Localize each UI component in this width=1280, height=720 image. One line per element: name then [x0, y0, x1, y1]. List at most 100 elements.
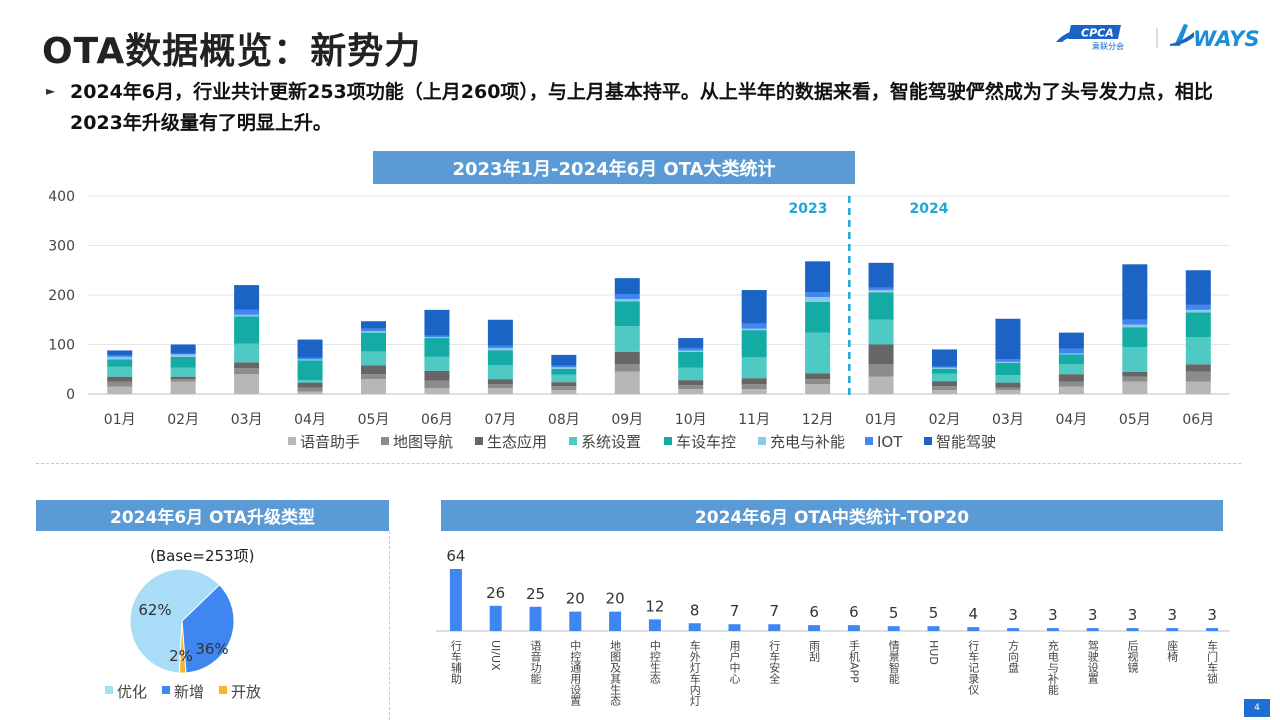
bar-segment [234, 314, 260, 317]
x-tick-label: 04月 [1055, 412, 1087, 428]
bar-segment [614, 278, 640, 295]
bar-segment [170, 379, 196, 382]
bar-segment [805, 384, 831, 394]
bar-segment [741, 328, 767, 331]
bar-segment [487, 345, 513, 348]
bar-segment [1058, 374, 1084, 382]
top20-bar [768, 624, 781, 631]
top20-value-label: 7 [730, 602, 740, 620]
bar-segment [170, 344, 196, 354]
top20-category-label: 行车辅助 [449, 640, 462, 685]
bar-segment [1058, 381, 1084, 387]
bar-segment [170, 354, 196, 357]
bar-segment [107, 386, 133, 394]
bar-segment [424, 370, 450, 381]
bar-segment [297, 387, 323, 392]
bar-segment [1122, 264, 1148, 320]
bar-segment [551, 367, 577, 369]
bar-segment [805, 373, 831, 380]
bar-segment [361, 379, 386, 394]
top20-bar [967, 627, 980, 631]
x-tick-label: 01月 [104, 412, 136, 428]
section-divider [36, 463, 1241, 464]
bar-segment [107, 381, 133, 387]
page-title: OTA数据概览：新势力 [42, 31, 422, 72]
bar-segment [170, 367, 196, 377]
pie-base-note: (Base=253项) [150, 547, 255, 565]
bar-segment [234, 343, 260, 363]
bar-segment [424, 335, 450, 338]
top20-category-label: 行车记录仪 [967, 640, 980, 695]
summary-text: 2024年6月，行业共计更新253项功能（上月260项），与上月基本持平。从上半… [70, 81, 1213, 134]
top20-category-label: 车外灯车内灯 [688, 639, 701, 706]
top20-bar [728, 624, 741, 631]
pie-slice [181, 584, 235, 674]
bar-segment [487, 347, 513, 351]
year-label-2023: 2023 [789, 201, 828, 217]
bar-segment [614, 294, 640, 299]
bar-segment [1122, 319, 1148, 325]
bar-segment [1185, 309, 1211, 313]
legend-swatch [924, 437, 932, 445]
top20-bar [1086, 628, 1099, 631]
pie-slice [178, 620, 187, 674]
bar-segment [424, 388, 450, 394]
bar-segment [487, 350, 513, 366]
bar-segment [932, 390, 957, 394]
bar-segment [487, 319, 513, 346]
bar-segment [234, 362, 260, 369]
bar-segment [107, 366, 133, 377]
x-tick-label: 03月 [231, 412, 263, 428]
top20-bar [1046, 628, 1059, 631]
bar-segment [678, 389, 704, 394]
top20-category-label: 雨刮 [808, 640, 821, 662]
bar-segment [995, 375, 1021, 383]
bar-segment [1058, 348, 1084, 354]
bar-segment [614, 326, 640, 352]
bar-segment [361, 331, 386, 333]
top20-value-label: 64 [446, 547, 465, 565]
bar-segment [932, 386, 957, 391]
bar-segment [678, 351, 704, 368]
bar-segment [932, 381, 957, 387]
legend-label: IOT [877, 433, 903, 451]
bar-segment [1058, 332, 1084, 349]
bar-segment [678, 367, 704, 381]
main-stacked-bar-chart: 0 100 200 300 400 01月 02月 03月 04月 05月 06月 07月 08月 09月… [48, 189, 1230, 451]
top20-value-label: 6 [809, 603, 819, 621]
top20-bar [847, 625, 860, 631]
bar-segment [995, 359, 1021, 362]
top20-bar [648, 619, 661, 631]
top20-category-label: 手机APP [847, 639, 860, 683]
bar-segment [551, 354, 577, 366]
bar-segment [868, 344, 894, 365]
x-tick-label: 02月 [929, 412, 961, 428]
bar-segment [741, 323, 767, 329]
bar-segment [1185, 304, 1211, 310]
y-tick-label: 100 [48, 338, 75, 354]
bar-segment [678, 385, 704, 390]
bar-segment [1185, 381, 1211, 394]
top20-bar [609, 611, 622, 631]
top20-category-label: 用户中心 [728, 640, 741, 684]
bar-segment [932, 349, 957, 367]
bar-segment [234, 368, 260, 375]
legend-label: 系统设置 [581, 433, 641, 451]
bar-segment [297, 357, 323, 360]
bar-segment [614, 351, 640, 365]
bar-segment [297, 339, 323, 358]
legend-label: 充电与补能 [770, 433, 845, 451]
bar-segment [424, 380, 450, 389]
legend-swatch [664, 437, 672, 445]
bar-segment [932, 373, 957, 382]
pie-legend-label: 优化 [117, 683, 147, 701]
bar-segment [868, 262, 894, 288]
legend-swatch [865, 437, 873, 445]
pie-data-label: 2% [169, 647, 193, 665]
bar-segment [361, 328, 386, 332]
bar-segment [932, 368, 957, 374]
bar-segment [170, 356, 196, 368]
legend-swatch [381, 437, 389, 445]
bar-segment [297, 360, 323, 381]
upgrade-type-pie-chart: 62% 36%2% 优化 新增 开放 [105, 568, 261, 701]
